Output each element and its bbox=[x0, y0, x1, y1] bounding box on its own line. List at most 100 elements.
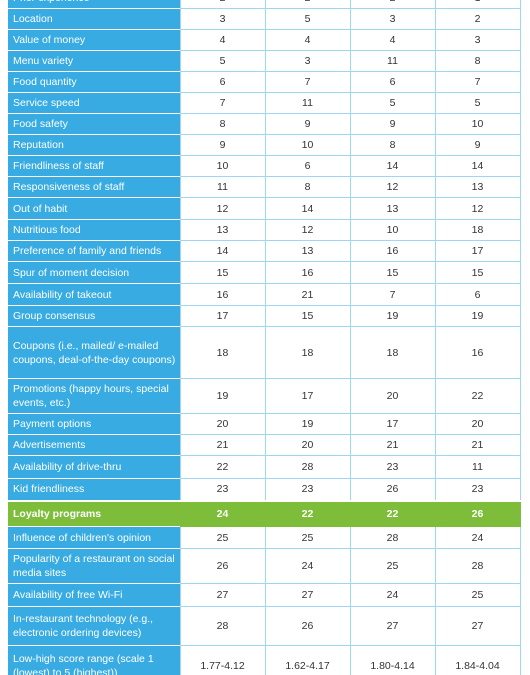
rank-cell: 27 bbox=[349, 606, 436, 646]
rank-cell: 1.80-4.14 bbox=[349, 645, 436, 675]
rank-cell: 28 bbox=[349, 526, 436, 549]
table-row: Kid friendliness 23 23 26 23 bbox=[8, 478, 521, 501]
row-label: Value of money bbox=[8, 29, 180, 51]
row-label: Availability of takeout bbox=[8, 283, 180, 306]
rank-cell: 9 bbox=[179, 134, 266, 156]
rank-cell: 14 bbox=[264, 197, 351, 220]
rank-cell: 12 bbox=[179, 197, 266, 220]
rank-cell: 8 bbox=[179, 113, 266, 135]
rank-cell: 15 bbox=[179, 261, 266, 284]
rank-cell: 21 bbox=[179, 434, 266, 456]
rank-cell: 9 bbox=[264, 113, 351, 135]
rank-cell: 19 bbox=[179, 378, 266, 414]
table-row: Nutritious food 13 12 10 18 bbox=[8, 219, 521, 241]
row-label: Responsiveness of staff bbox=[8, 176, 180, 198]
rank-cell: 23 bbox=[349, 455, 436, 479]
rank-cell: 3 bbox=[349, 8, 436, 30]
rank-cell: 27 bbox=[264, 583, 351, 607]
rank-cell: 10 bbox=[434, 113, 521, 135]
rank-cell: 24 bbox=[434, 526, 521, 549]
table-row: Friendliness of staff 10 6 14 14 bbox=[8, 155, 521, 177]
rank-cell: 26 bbox=[264, 606, 351, 646]
rank-cell: 1 bbox=[434, 0, 521, 9]
rank-cell: 26 bbox=[179, 548, 266, 584]
rank-cell: 22 bbox=[179, 455, 266, 479]
row-label: Food quantity bbox=[8, 71, 180, 93]
rank-cell: 9 bbox=[349, 113, 436, 135]
rank-cell: 13 bbox=[264, 240, 351, 262]
row-label: Kid friendliness bbox=[8, 478, 180, 501]
rank-cell: 16 bbox=[179, 283, 266, 306]
rank-cell: 11 bbox=[349, 50, 436, 72]
rank-cell: 23 bbox=[434, 478, 521, 501]
row-label: Out of habit bbox=[8, 197, 180, 220]
rank-cell: 1.77-4.12 bbox=[179, 645, 266, 675]
rank-cell: 27 bbox=[434, 606, 521, 646]
rank-cell: 11 bbox=[264, 92, 351, 114]
rank-cell: 18 bbox=[179, 326, 266, 379]
rank-cell: 12 bbox=[349, 176, 436, 198]
rank-cell: 8 bbox=[264, 176, 351, 198]
rank-cell: 22 bbox=[264, 499, 351, 527]
rank-cell: 14 bbox=[349, 155, 436, 177]
row-label: Promotions (happy hours, special events,… bbox=[8, 378, 180, 414]
rank-cell: 25 bbox=[179, 526, 266, 549]
rank-cell: 17 bbox=[434, 240, 521, 262]
rank-cell: 26 bbox=[349, 478, 436, 501]
rank-cell: 8 bbox=[434, 50, 521, 72]
rank-cell: 2 bbox=[179, 0, 266, 9]
row-label: Preference of family and friends bbox=[8, 240, 180, 262]
rank-cell: 21 bbox=[264, 283, 351, 306]
rank-cell: 1.62-4.17 bbox=[264, 645, 351, 675]
row-label: Low-high score range (scale 1 (lowest) t… bbox=[8, 645, 180, 675]
rank-cell: 5 bbox=[349, 92, 436, 114]
rank-cell: 6 bbox=[434, 283, 521, 306]
rank-cell: 19 bbox=[434, 305, 521, 327]
table-row: Loyalty programs 24 22 22 26 bbox=[8, 499, 521, 527]
rank-cell: 23 bbox=[179, 478, 266, 501]
rank-cell: 20 bbox=[434, 413, 521, 435]
table-row: Spur of moment decision 15 16 15 15 bbox=[8, 261, 521, 284]
rank-cell: 22 bbox=[434, 378, 521, 414]
row-label: Menu variety bbox=[8, 50, 180, 72]
rank-cell: 16 bbox=[434, 326, 521, 379]
rank-cell: 11 bbox=[179, 176, 266, 198]
rank-cell: 25 bbox=[264, 526, 351, 549]
rank-cell: 6 bbox=[264, 155, 351, 177]
rank-cell: 4 bbox=[179, 29, 266, 51]
rank-cell: 28 bbox=[179, 606, 266, 646]
rank-cell: 19 bbox=[349, 305, 436, 327]
row-label: Loyalty programs bbox=[8, 499, 180, 527]
table-row: Group consensus 17 15 19 19 bbox=[8, 305, 521, 327]
rank-cell: 19 bbox=[264, 413, 351, 435]
row-label: Prior experience bbox=[8, 0, 180, 9]
rank-cell: 5 bbox=[179, 50, 266, 72]
rank-cell: 5 bbox=[434, 92, 521, 114]
rank-cell: 10 bbox=[179, 155, 266, 177]
table-row: Availability of takeout 16 21 7 6 bbox=[8, 283, 521, 306]
rank-cell: 20 bbox=[349, 378, 436, 414]
row-label: Nutritious food bbox=[8, 219, 180, 241]
table-row: Food quantity 6 7 6 7 bbox=[8, 71, 521, 93]
table-row: Location 3 5 3 2 bbox=[8, 8, 521, 30]
rank-cell: 11 bbox=[434, 455, 521, 479]
rank-cell: 12 bbox=[264, 219, 351, 241]
rank-cell: 5 bbox=[264, 8, 351, 30]
row-label: Spur of moment decision bbox=[8, 261, 180, 284]
row-label: Payment options bbox=[8, 413, 180, 435]
rank-cell: 15 bbox=[349, 261, 436, 284]
table-row: In-restaurant technology (e.g., electron… bbox=[8, 606, 521, 646]
rank-cell: 16 bbox=[264, 261, 351, 284]
rank-cell: 13 bbox=[349, 197, 436, 220]
rank-cell: 25 bbox=[434, 583, 521, 607]
rank-cell: 17 bbox=[179, 305, 266, 327]
rank-cell: 7 bbox=[434, 71, 521, 93]
rank-cell: 17 bbox=[349, 413, 436, 435]
table-row: Reputation 9 10 8 9 bbox=[8, 134, 521, 156]
rank-cell: 18 bbox=[349, 326, 436, 379]
row-label: Reputation bbox=[8, 134, 180, 156]
rank-cell: 1.84-4.04 bbox=[434, 645, 521, 675]
row-label: Service speed bbox=[8, 92, 180, 114]
row-label: Location bbox=[8, 8, 180, 30]
rank-cell: 25 bbox=[349, 548, 436, 584]
